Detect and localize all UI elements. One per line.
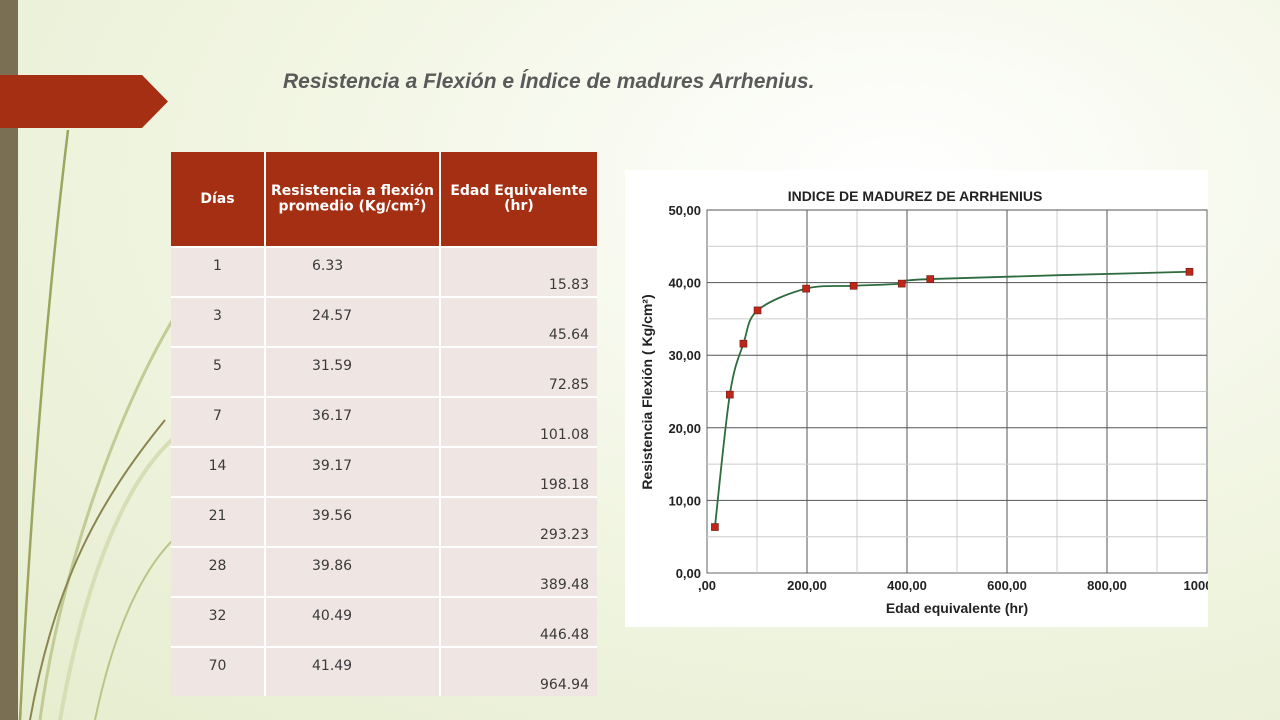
x-tick-label: 400,00: [887, 578, 927, 593]
cell-edad: 293.23: [441, 496, 597, 546]
cell-dias: 3: [171, 296, 266, 346]
header-resistencia-text: Resistencia a flexión promedio (Kg/cm: [271, 182, 434, 215]
table-row: 5 31.59 72.85: [171, 346, 597, 396]
left-accent-bar: [0, 0, 18, 720]
cell-dias: 21: [171, 496, 266, 546]
data-point: [739, 339, 748, 348]
table-row: 28 39.86 389.48: [171, 546, 597, 596]
data-point: [711, 523, 719, 531]
cell-resistencia: 31.59: [266, 346, 441, 396]
cell-resistencia: 40.49: [266, 596, 441, 646]
y-tick-label: 0,00: [676, 566, 701, 581]
data-table: Días Resistencia a flexión promedio (Kg/…: [171, 152, 597, 696]
data-point: [926, 275, 935, 283]
cell-edad: 101.08: [441, 396, 597, 446]
header-resistencia-close: ): [420, 198, 427, 215]
x-tick-label: 600,00: [987, 578, 1027, 593]
header-edad: Edad Equivalente (hr): [441, 152, 597, 246]
cell-edad: 15.83: [441, 246, 597, 296]
header-dias: Días: [171, 152, 266, 246]
header-resistencia: Resistencia a flexión promedio (Kg/cm2): [266, 152, 441, 246]
cell-dias: 14: [171, 446, 266, 496]
cell-resistencia: 41.49: [266, 646, 441, 696]
table-row: 21 39.56 293.23: [171, 496, 597, 546]
cell-dias: 7: [171, 396, 266, 446]
cell-resistencia: 39.86: [266, 546, 441, 596]
table-header-row: Días Resistencia a flexión promedio (Kg/…: [171, 152, 597, 246]
table-row: 32 40.49 446.48: [171, 596, 597, 646]
cell-dias: 1: [171, 246, 266, 296]
cell-dias: 5: [171, 346, 266, 396]
cell-resistencia: 39.56: [266, 496, 441, 546]
data-point: [726, 390, 734, 399]
title-arrow-tab: [0, 75, 168, 128]
cell-dias: 32: [171, 596, 266, 646]
y-tick-label: 10,00: [668, 493, 701, 508]
cell-dias: 70: [171, 646, 266, 696]
cell-edad: 198.18: [441, 446, 597, 496]
table-row: 1 6.33 15.83: [171, 246, 597, 296]
cell-resistencia: 24.57: [266, 296, 441, 346]
header-unit-superscript: 2: [413, 197, 421, 208]
table-row: 70 41.49 964.94: [171, 646, 597, 696]
table-row: 7 36.17 101.08: [171, 396, 597, 446]
data-point: [1185, 267, 1194, 276]
cell-resistencia: 36.17: [266, 396, 441, 446]
cell-edad: 446.48: [441, 596, 597, 646]
cell-resistencia: 6.33: [266, 246, 441, 296]
y-tick-label: 50,00: [668, 203, 701, 218]
series-line: [714, 270, 1190, 528]
slide-title: Resistencia a Flexión e Índice de madure…: [283, 70, 815, 93]
table-row: 14 39.17 198.18: [171, 446, 597, 496]
data-point: [802, 284, 810, 293]
cell-edad: 964.94: [441, 646, 597, 696]
cell-edad: 389.48: [441, 546, 597, 596]
decorative-curves: [18, 129, 200, 720]
cell-edad: 72.85: [441, 346, 597, 396]
chart-title: INDICE DE MADUREZ DE ARRHENIUS: [788, 188, 1043, 204]
x-tick-label: 200,00: [787, 578, 827, 593]
table-row: 3 24.57 45.64: [171, 296, 597, 346]
y-tick-label: 20,00: [668, 421, 701, 436]
y-axis-title: Resistencia Flexión ( Kg/cm²): [639, 294, 655, 489]
cell-resistencia: 39.17: [266, 446, 441, 496]
data-point: [897, 279, 906, 288]
x-tick-label: ,00: [698, 578, 716, 593]
data-point: [849, 281, 858, 290]
y-tick-label: 30,00: [668, 348, 701, 363]
cell-dias: 28: [171, 546, 266, 596]
y-tick-label: 40,00: [668, 276, 701, 291]
cell-edad: 45.64: [441, 296, 597, 346]
x-tick-label: 800,00: [1087, 578, 1127, 593]
x-axis-title: Edad equivalente (hr): [886, 600, 1028, 616]
data-point: [753, 306, 762, 315]
table-body: 1 6.33 15.83 3 24.57 45.64 5 31.59 72.85 7 36.17 10…: [171, 246, 597, 696]
